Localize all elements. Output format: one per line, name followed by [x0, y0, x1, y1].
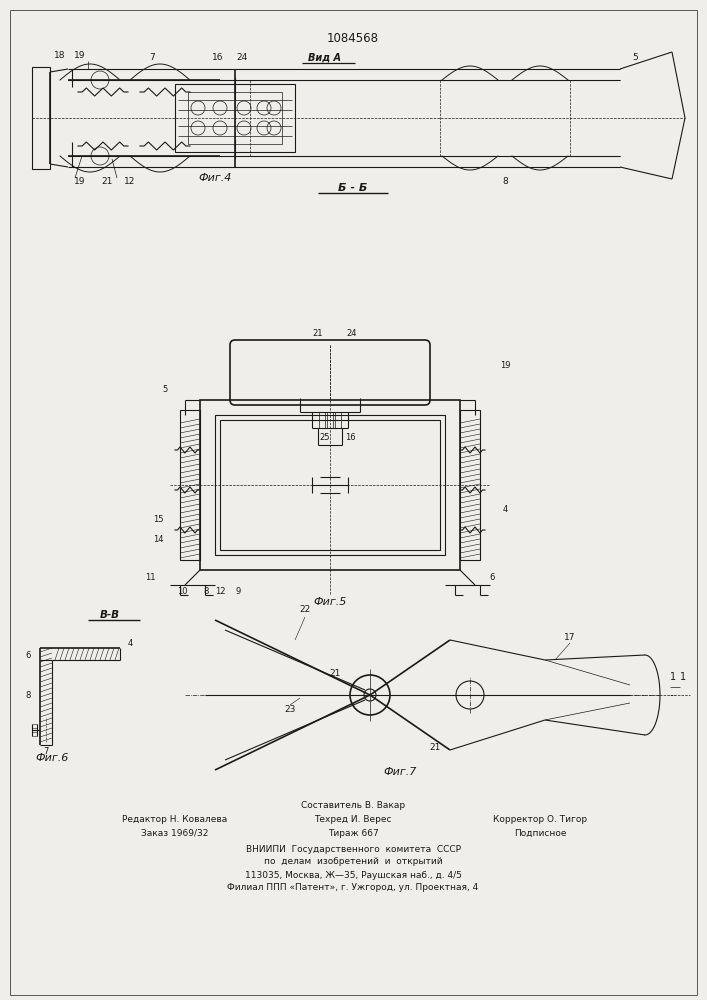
Text: 17: 17: [564, 633, 575, 642]
Text: Фиг.4: Фиг.4: [198, 173, 232, 183]
Text: 8: 8: [204, 587, 209, 596]
Text: 16: 16: [345, 434, 356, 442]
Text: 5: 5: [163, 385, 168, 394]
Text: Редактор Н. Ковалева: Редактор Н. Ковалева: [122, 814, 228, 824]
Text: 6: 6: [489, 574, 495, 582]
Text: 12: 12: [124, 178, 136, 186]
Text: Составитель В. Вакар: Составитель В. Вакар: [301, 800, 405, 810]
Text: ВНИИПИ  Государственного  комитета  СССР: ВНИИПИ Государственного комитета СССР: [245, 844, 460, 854]
Bar: [180, 410, 200, 560]
Text: 10: 10: [177, 587, 187, 596]
Text: 1: 1: [680, 672, 686, 682]
Text: Тираж 667: Тираж 667: [327, 828, 378, 838]
Text: 12: 12: [215, 587, 226, 596]
Bar: [200, 400, 460, 570]
Text: 15: 15: [153, 516, 163, 524]
Text: 14: 14: [153, 536, 163, 544]
Text: 21: 21: [329, 668, 341, 678]
Text: 11: 11: [145, 574, 156, 582]
Text: 8: 8: [25, 690, 30, 700]
Text: Б - Б: Б - Б: [339, 183, 368, 193]
Bar: [220, 420, 440, 550]
Text: 19: 19: [74, 178, 86, 186]
Text: Вид А: Вид А: [308, 53, 341, 63]
Text: по  делам  изобретений  и  открытий: по делам изобретений и открытий: [264, 857, 443, 866]
Bar: [175, 84, 295, 152]
Text: 7: 7: [43, 748, 49, 756]
Bar: [460, 410, 480, 560]
Text: Техред И. Верес: Техред И. Верес: [314, 814, 392, 824]
Text: 1: 1: [670, 672, 676, 682]
Text: 9: 9: [235, 587, 240, 596]
Text: 6: 6: [25, 650, 30, 660]
Text: 1084568: 1084568: [327, 31, 379, 44]
Bar: [32, 67, 50, 169]
Text: 4: 4: [127, 639, 133, 648]
Text: 21: 21: [101, 178, 112, 186]
Text: 25: 25: [320, 434, 330, 442]
Text: В-В: В-В: [100, 610, 120, 620]
Text: Фиг.6: Фиг.6: [35, 753, 69, 763]
Bar: [215, 415, 445, 555]
Text: 8: 8: [502, 178, 508, 186]
Text: 113035, Москва, Ж—35, Раушская наб., д. 4/5: 113035, Москва, Ж—35, Раушская наб., д. …: [245, 870, 462, 880]
Text: 24: 24: [346, 328, 357, 338]
Bar: [188, 92, 282, 144]
Text: 19: 19: [500, 360, 510, 369]
Text: 18: 18: [54, 51, 66, 60]
Text: 7: 7: [149, 53, 155, 62]
Text: Фиг.7: Фиг.7: [383, 767, 416, 777]
Text: 5: 5: [632, 53, 638, 62]
Text: Заказ 1969/32: Заказ 1969/32: [141, 828, 209, 838]
Text: 16: 16: [212, 53, 223, 62]
Text: 19: 19: [74, 51, 86, 60]
Text: Филиал ППП «Патент», г. Ужгород, ул. Проектная, 4: Филиал ППП «Патент», г. Ужгород, ул. Про…: [228, 884, 479, 892]
Text: Корректор О. Тигор: Корректор О. Тигор: [493, 814, 587, 824]
Text: Фиг.5: Фиг.5: [313, 597, 346, 607]
Text: 4: 4: [503, 506, 508, 514]
Text: 21: 21: [429, 742, 440, 752]
Text: Подписное: Подписное: [514, 828, 566, 838]
Text: 23: 23: [284, 706, 296, 714]
Text: 21: 21: [312, 328, 323, 338]
Text: 24: 24: [236, 53, 247, 62]
Text: 22: 22: [299, 605, 310, 614]
